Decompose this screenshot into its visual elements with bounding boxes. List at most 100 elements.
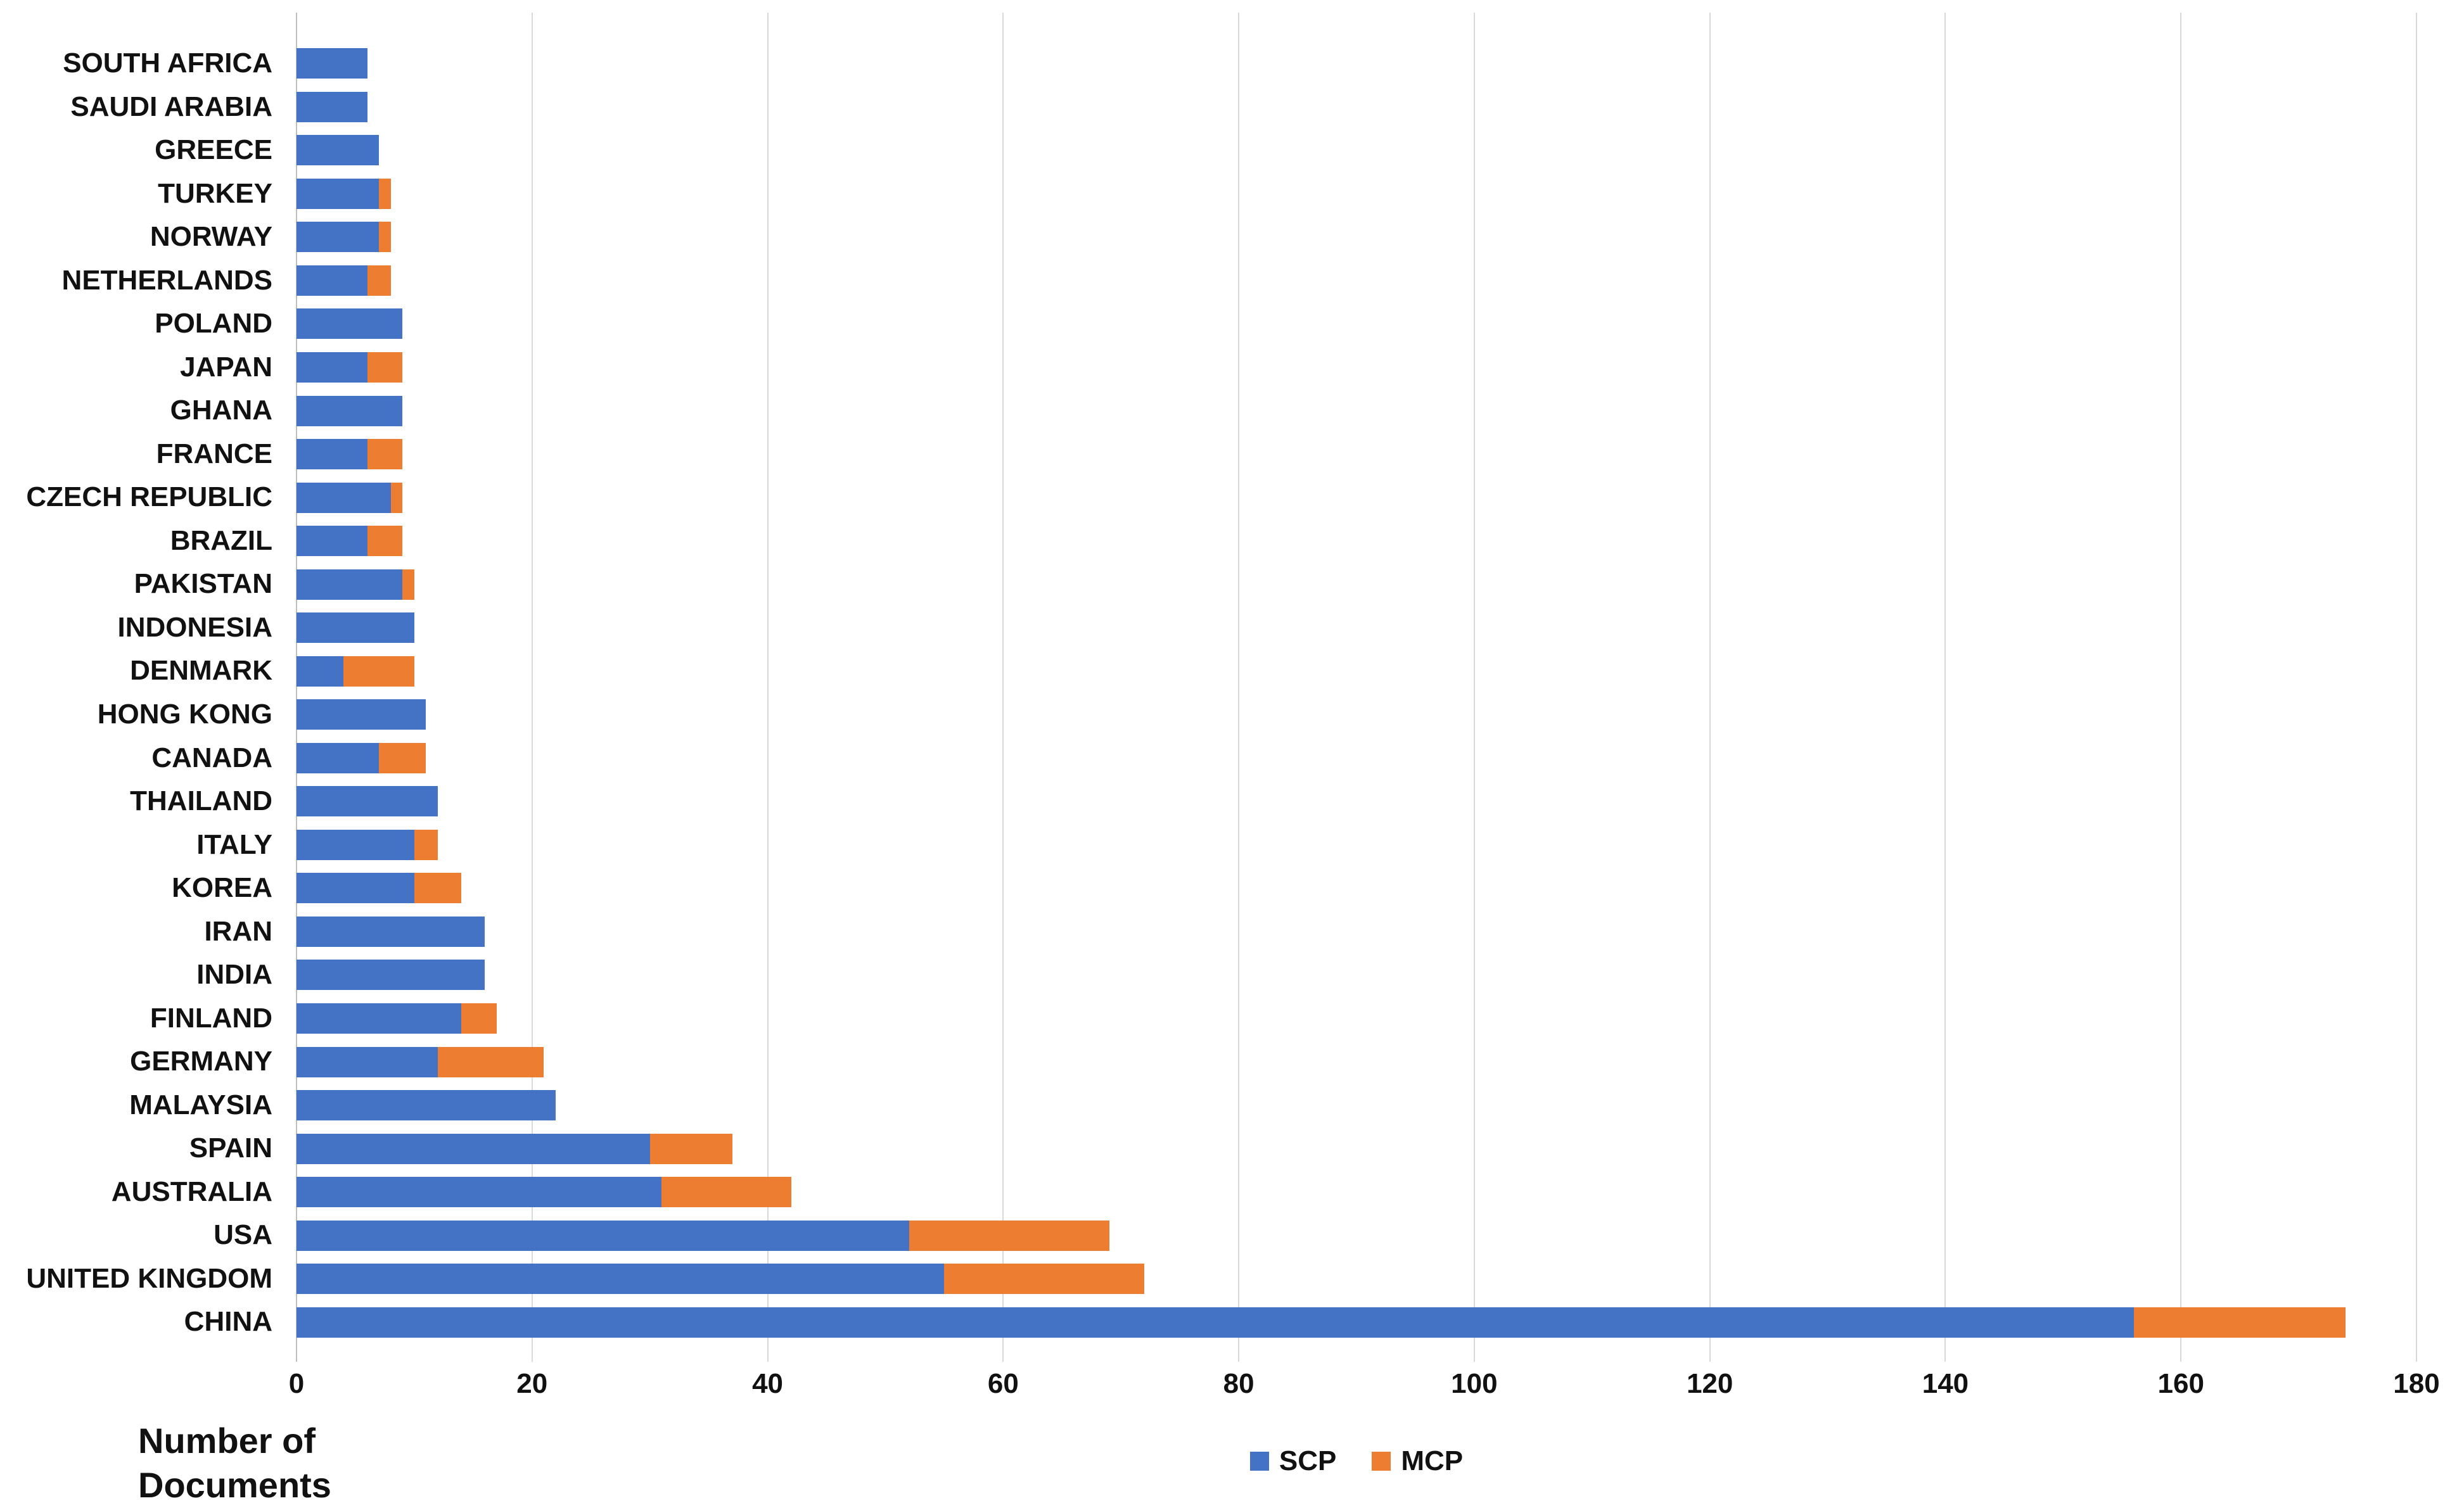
bar-segment-scp-india [297, 960, 485, 991]
bar-segment-mcp-norway [379, 222, 391, 253]
bar-segment-scp-malaysia [297, 1090, 556, 1121]
x-tick-label-80: 80 [1223, 1368, 1254, 1399]
category-label-india: INDIA [196, 959, 272, 991]
legend-label-mcp: MCP [1401, 1445, 1464, 1476]
bar-row-germany [297, 1040, 544, 1084]
bar-segment-scp-germany [297, 1046, 438, 1077]
bar-row-greece [297, 129, 380, 172]
bar-row-usa [297, 1214, 1109, 1257]
gridline-x-180 [2416, 13, 2417, 1362]
category-label-japan: JAPAN [180, 351, 272, 383]
bar-segment-scp-pakistan [297, 569, 403, 600]
bar-row-saudi-arabia [297, 86, 367, 129]
category-label-finland: FINLAND [150, 1002, 272, 1034]
category-label-ghana: GHANA [170, 395, 272, 426]
category-label-canada: CANADA [151, 742, 272, 773]
bar-segment-scp-norway [297, 222, 380, 253]
category-label-spain: SPAIN [189, 1132, 272, 1164]
category-label-indonesia: INDONESIA [117, 611, 272, 643]
category-label-hong-kong: HONG KONG [97, 699, 272, 730]
bar-segment-scp-saudi-arabia [297, 91, 367, 122]
bar-segment-scp-hong-kong [297, 699, 426, 730]
category-label-netherlands: NETHERLANDS [61, 264, 272, 296]
x-tick-label-180: 180 [2393, 1368, 2440, 1399]
bar-segment-mcp-germany [438, 1046, 544, 1077]
bar-row-malaysia [297, 1084, 556, 1127]
bar-row-denmark [297, 649, 414, 693]
legend-item-mcp: MCP [1372, 1445, 1463, 1477]
bar-segment-mcp-australia [661, 1177, 791, 1208]
category-label-united-kingdom: UNITED KINGDOM [26, 1262, 272, 1294]
x-axis-title-line2: Documents [138, 1465, 331, 1503]
category-label-korea: KOREA [172, 872, 272, 904]
category-label-usa: USA [214, 1219, 272, 1251]
bar-segment-mcp-finland [461, 1003, 497, 1034]
bar-row-pakistan [297, 562, 414, 606]
legend: SCP MCP [297, 1445, 2416, 1477]
bar-segment-scp-brazil [297, 526, 367, 557]
category-label-saudi-arabia: SAUDI ARABIA [70, 91, 272, 122]
bar-row-thailand [297, 780, 438, 823]
bar-row-india [297, 953, 485, 997]
gridline-x-60 [1002, 13, 1004, 1362]
category-label-poland: POLAND [155, 308, 272, 339]
x-axis-title: Number of Documents [138, 1419, 331, 1503]
bar-row-hong-kong [297, 693, 426, 737]
x-tick-label-40: 40 [752, 1368, 784, 1399]
y-axis-line [296, 13, 297, 1362]
bar-segment-mcp-brazil [367, 526, 403, 557]
x-tick-label-60: 60 [987, 1368, 1019, 1399]
bar-row-indonesia [297, 606, 414, 650]
bar-segment-scp-denmark [297, 656, 344, 687]
gridline-x-80 [1238, 13, 1240, 1362]
bar-row-iran [297, 910, 485, 954]
bar-segment-scp-korea [297, 873, 414, 904]
bar-segment-mcp-italy [414, 829, 438, 860]
gridline-x-160 [2180, 13, 2182, 1362]
bar-segment-mcp-czech-republic [390, 482, 403, 513]
x-axis-title-line1: Number of [138, 1421, 316, 1461]
bar-segment-mcp-canada [379, 742, 426, 773]
bar-row-japan [297, 346, 403, 390]
category-label-brazil: BRAZIL [170, 524, 272, 556]
bar-segment-scp-china [297, 1307, 2134, 1338]
bar-segment-mcp-denmark [343, 656, 414, 687]
bar-segment-scp-spain [297, 1133, 650, 1164]
x-tick-label-120: 120 [1686, 1368, 1733, 1399]
bar-segment-mcp-united-kingdom [944, 1264, 1145, 1295]
category-label-italy: ITALY [196, 828, 272, 860]
bar-segment-scp-japan [297, 352, 367, 383]
bar-segment-scp-south-africa [297, 48, 367, 79]
category-label-thailand: THAILAND [130, 785, 272, 817]
category-label-south-africa: SOUTH AFRICA [63, 48, 272, 79]
bar-segment-scp-iran [297, 916, 485, 947]
category-label-china: CHINA [184, 1306, 272, 1338]
legend-swatch-mcp [1372, 1452, 1391, 1471]
bar-row-spain [297, 1127, 732, 1170]
gridline-x-40 [767, 13, 769, 1362]
bar-segment-mcp-turkey [379, 178, 391, 209]
bar-segment-scp-ghana [297, 395, 403, 426]
bar-segment-scp-czech-republic [297, 482, 391, 513]
category-label-pakistan: PAKISTAN [134, 568, 272, 600]
category-label-turkey: TURKEY [158, 177, 272, 209]
bar-segment-scp-italy [297, 829, 414, 860]
x-tick-label-20: 20 [516, 1368, 548, 1399]
bar-row-korea [297, 866, 462, 910]
bar-segment-mcp-japan [367, 352, 403, 383]
bar-row-france [297, 433, 403, 476]
gridline-x-140 [1944, 13, 1946, 1362]
gridline-x-100 [1473, 13, 1475, 1362]
category-label-germany: GERMANY [130, 1046, 272, 1077]
legend-label-scp: SCP [1279, 1445, 1337, 1476]
bar-row-china [297, 1300, 2346, 1344]
bar-segment-scp-indonesia [297, 612, 414, 644]
x-tick-label-140: 140 [1922, 1368, 1969, 1399]
bar-row-norway [297, 215, 391, 259]
bar-segment-mcp-china [2133, 1307, 2346, 1338]
bar-segment-scp-greece [297, 135, 380, 166]
category-label-greece: GREECE [155, 134, 272, 166]
bar-row-czech-republic [297, 476, 403, 519]
plot-area [296, 13, 2417, 1362]
bar-row-turkey [297, 172, 391, 216]
